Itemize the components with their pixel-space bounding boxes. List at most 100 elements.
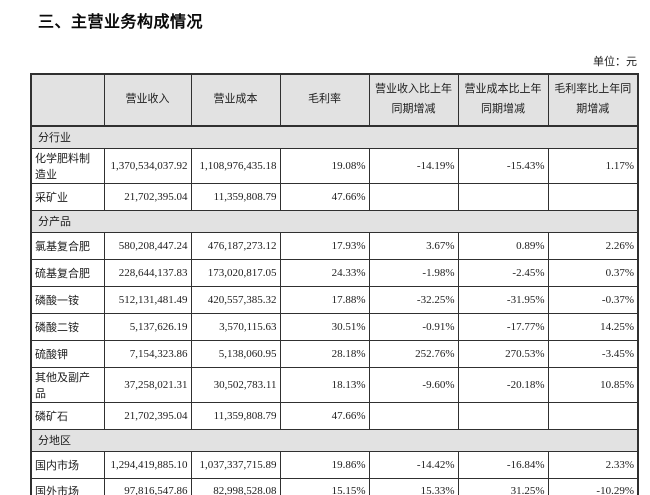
main-business-table: 营业收入 营业成本 毛利率 营业收入比上年同期增减 营业成本比上年同期增减 毛利率比上年同… [30,73,639,495]
table-row: 硫酸钾 7,154,323.86 5,138,060.95 28.18% 252.76%… [30,339,639,368]
row-label: 其他及副产品 [30,366,105,403]
cell-margin-yoy-change [547,182,639,211]
row-label: 磷酸二铵 [30,312,105,341]
cell-gross-margin: 18.13% [279,366,370,403]
cell-margin-yoy-change: 2.26% [547,231,639,260]
row-label: 采矿业 [30,182,105,211]
cell-cost-yoy-change: -17.77% [457,312,549,341]
cell-margin-yoy-change [547,401,639,430]
section-row: 分行业 [30,125,639,149]
cell-cost-yoy-change: 31.25% [457,477,549,495]
cell-revenue: 1,370,534,037.92 [103,147,192,184]
cell-gross-margin: 47.66% [279,401,370,430]
table-row: 磷酸二铵 5,137,626.19 3,570,115.63 30.51% -0.91%… [30,312,639,341]
column-header-gross-margin: 毛利率 [279,73,370,127]
table-body: 分行业 化学肥料制造业 1,370,534,037.92 1,108,976,435.… [30,125,639,495]
cell-revenue: 1,294,419,885.10 [103,450,192,479]
cell-gross-margin: 17.88% [279,285,370,314]
cell-gross-margin: 19.08% [279,147,370,184]
row-label: 氯基复合肥 [30,231,105,260]
cell-cost-yoy-change [457,182,549,211]
section-label: 分产品 [30,209,639,233]
table-row: 磷矿石 21,702,395.04 11,359,808.79 47.66% [30,401,639,430]
cell-cost: 82,998,528.08 [190,477,281,495]
cell-revenue: 512,131,481.49 [103,285,192,314]
section-label: 分行业 [30,125,639,149]
cell-gross-margin: 24.33% [279,258,370,287]
cell-cost-yoy-change: -2.45% [457,258,549,287]
cell-revenue: 5,137,626.19 [103,312,192,341]
cell-cost: 5,138,060.95 [190,339,281,368]
cell-revenue-yoy-change: -0.91% [368,312,459,341]
cell-margin-yoy-change: -10.29% [547,477,639,495]
table-head: 营业收入 营业成本 毛利率 营业收入比上年同期增减 营业成本比上年同期增减 毛利率比上年同… [30,73,639,127]
section-row: 分地区 [30,428,639,452]
row-label: 国内市场 [30,450,105,479]
cell-margin-yoy-change: 10.85% [547,366,639,403]
row-label: 磷矿石 [30,401,105,430]
cell-revenue: 97,816,547.86 [103,477,192,495]
row-label: 硫基复合肥 [30,258,105,287]
cell-revenue-yoy-change: -14.42% [368,450,459,479]
cell-gross-margin: 15.15% [279,477,370,495]
table-row: 其他及副产品 37,258,021.31 30,502,783.11 18.13% -9… [30,366,639,403]
section-row: 分产品 [30,209,639,233]
row-label: 化学肥料制造业 [30,147,105,184]
table-row: 化学肥料制造业 1,370,534,037.92 1,108,976,435.18 1… [30,147,639,184]
cell-revenue-yoy-change: 3.67% [368,231,459,260]
cell-margin-yoy-change: 0.37% [547,258,639,287]
cell-margin-yoy-change: -0.37% [547,285,639,314]
cell-revenue-yoy-change [368,182,459,211]
cell-cost-yoy-change: -20.18% [457,366,549,403]
row-label: 国外市场 [30,477,105,495]
table-header-row: 营业收入 营业成本 毛利率 营业收入比上年同期增减 营业成本比上年同期增减 毛利率比上年同… [30,73,639,127]
cell-revenue: 37,258,021.31 [103,366,192,403]
cell-cost-yoy-change: 0.89% [457,231,549,260]
cell-margin-yoy-change: 14.25% [547,312,639,341]
cell-cost-yoy-change: -15.43% [457,147,549,184]
unit-label: 单位：元 [593,56,637,68]
cell-cost-yoy-change [457,401,549,430]
cell-gross-margin: 19.86% [279,450,370,479]
cell-cost: 3,570,115.63 [190,312,281,341]
column-header-cost: 营业成本 [190,73,281,127]
table-row: 硫基复合肥 228,644,137.83 173,020,817.05 24.33% -… [30,258,639,287]
column-header-cost-yoy-change: 营业成本比上年同期增减 [457,73,549,127]
cell-cost-yoy-change: -16.84% [457,450,549,479]
cell-margin-yoy-change: 1.17% [547,147,639,184]
cell-revenue-yoy-change: -14.19% [368,147,459,184]
cell-cost: 30,502,783.11 [190,366,281,403]
row-label: 磷酸一铵 [30,285,105,314]
cell-cost-yoy-change: 270.53% [457,339,549,368]
cell-revenue: 21,702,395.04 [103,401,192,430]
cell-revenue: 580,208,447.24 [103,231,192,260]
cell-cost: 11,359,808.79 [190,182,281,211]
table-row: 国外市场 97,816,547.86 82,998,528.08 15.15% 15.3… [30,477,639,495]
cell-revenue-yoy-change: -9.60% [368,366,459,403]
cell-revenue-yoy-change: 252.76% [368,339,459,368]
cell-cost: 1,108,976,435.18 [190,147,281,184]
table-row: 国内市场 1,294,419,885.10 1,037,337,715.89 19.8… [30,450,639,479]
cell-revenue-yoy-change: 15.33% [368,477,459,495]
row-label: 硫酸钾 [30,339,105,368]
cell-revenue-yoy-change [368,401,459,430]
page-title: 三、主营业务构成情况 [38,14,204,31]
cell-revenue: 228,644,137.83 [103,258,192,287]
cell-cost: 11,359,808.79 [190,401,281,430]
cell-cost-yoy-change: -31.95% [457,285,549,314]
cell-cost: 476,187,273.12 [190,231,281,260]
cell-gross-margin: 30.51% [279,312,370,341]
cell-margin-yoy-change: 2.33% [547,450,639,479]
table-row: 氯基复合肥 580,208,447.24 476,187,273.12 17.93% 3… [30,231,639,260]
table-row: 采矿业 21,702,395.04 11,359,808.79 47.66% [30,182,639,211]
cell-gross-margin: 28.18% [279,339,370,368]
column-header-revenue: 营业收入 [103,73,192,127]
column-header-margin-yoy-change: 毛利率比上年同期增减 [547,73,639,127]
cell-margin-yoy-change: -3.45% [547,339,639,368]
cell-cost: 420,557,385.32 [190,285,281,314]
cell-gross-margin: 17.93% [279,231,370,260]
cell-revenue-yoy-change: -32.25% [368,285,459,314]
cell-cost: 173,020,817.05 [190,258,281,287]
cell-revenue: 7,154,323.86 [103,339,192,368]
cell-revenue-yoy-change: -1.98% [368,258,459,287]
